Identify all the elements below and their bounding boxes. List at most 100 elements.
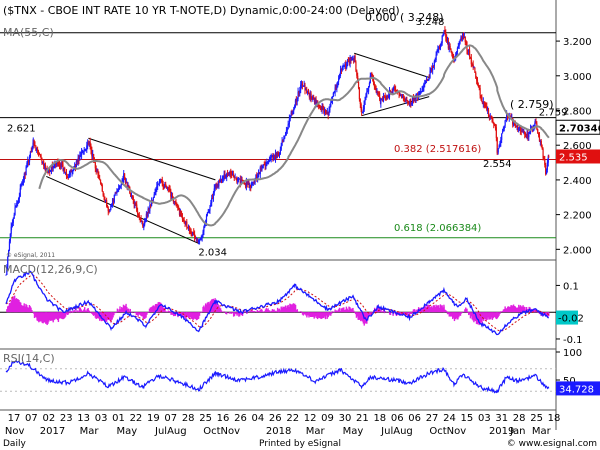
price-candle-body — [79, 155, 81, 161]
price-candle-body — [189, 230, 191, 232]
price-candle-body — [118, 185, 121, 189]
price-candle-body — [451, 51, 453, 54]
price-candle-body — [198, 239, 201, 242]
price-candle-body — [336, 86, 338, 89]
trendline-0 — [88, 137, 216, 181]
x-month-label: Nov — [5, 426, 25, 437]
price-candle-body — [77, 157, 79, 162]
price-candle-body — [460, 37, 462, 41]
price-candle-body — [100, 183, 103, 186]
price-candle-body — [56, 162, 58, 165]
price-candle-body — [33, 140, 35, 146]
price-candle-body — [405, 99, 407, 101]
price-candle-body — [414, 97, 416, 100]
price-candle-body — [177, 204, 179, 208]
price-candle-body — [278, 154, 280, 156]
price-candle-body — [99, 179, 102, 184]
price-candle-body — [344, 63, 346, 66]
price-candle-body — [16, 202, 18, 206]
x-day-label: 21 — [356, 413, 369, 424]
x-month-label: Jan — [509, 426, 525, 437]
price-candle-body — [149, 205, 151, 212]
x-month-label: Mar — [80, 426, 100, 437]
price-candle-body — [408, 101, 410, 104]
price-candle-body — [351, 59, 353, 61]
price-ytick-label: 2.000 — [563, 245, 592, 256]
x-day-label: 03 — [478, 413, 491, 424]
value-badges: 2.703461 2.535 -0.02 34.728 — [555, 119, 600, 396]
price-candle-body — [272, 156, 274, 161]
x-day-label: 22 — [130, 413, 143, 424]
price-candle-body — [29, 151, 32, 157]
price-candle-body — [109, 209, 111, 212]
price-candle-body — [161, 179, 163, 184]
price-candle-body — [213, 188, 215, 193]
x-day-label: 12 — [304, 413, 317, 424]
price-candle-body — [343, 65, 345, 67]
price-candle-body — [357, 75, 359, 82]
price-candle-body — [457, 46, 459, 49]
price-candle-body — [162, 183, 164, 187]
price-candle-body — [377, 91, 379, 93]
price-candle-body — [476, 78, 478, 81]
price-candle-body — [443, 30, 445, 34]
price-candle-body — [507, 117, 509, 119]
price-candle-body — [370, 73, 372, 76]
price-candle-body — [90, 145, 92, 151]
price-candle-body — [59, 165, 61, 168]
price-candle-body — [87, 142, 90, 144]
price-candle-body — [214, 184, 217, 189]
price-candle-body — [197, 241, 199, 243]
price-candle-body — [31, 147, 33, 152]
x-month-label: 2017 — [40, 426, 65, 437]
price-candle-body — [147, 208, 149, 217]
price-candle-body — [307, 90, 309, 94]
price-candle-body — [484, 104, 486, 107]
price-ytick-label: 2.800 — [563, 107, 592, 118]
price-candle-body — [340, 68, 343, 70]
x-day-label: 15 — [461, 413, 474, 424]
price-candle-body — [294, 100, 297, 107]
esignal-watermark: © eSignal, 2011 — [6, 252, 55, 259]
price-candle-body — [500, 139, 502, 144]
price-candle-body — [406, 99, 408, 101]
price-candle-body — [286, 129, 288, 131]
price-candle-body — [318, 106, 321, 107]
price-candle-body — [378, 92, 380, 94]
price-candle-body — [180, 214, 183, 218]
price-candle-body — [371, 73, 373, 76]
price-candle-body — [67, 177, 70, 179]
price-candle-body — [231, 174, 233, 176]
ma-55-line — [38, 44, 550, 227]
price-candle-body — [91, 150, 93, 157]
price-candle-body — [496, 152, 498, 154]
price-candle-body — [407, 100, 409, 102]
footer-center: Printed by eSignal — [259, 439, 341, 449]
price-candle-body — [206, 212, 208, 216]
macd-indicator-label: MACD(12,26,9,C) — [3, 263, 98, 276]
price-candle-body — [314, 98, 316, 104]
price-candle-body — [401, 96, 404, 99]
price-candle-body — [382, 96, 385, 102]
price-candle-body — [458, 43, 460, 47]
price-candle-body — [525, 137, 528, 139]
price-candle-body — [118, 188, 120, 190]
price-candle-body — [204, 222, 206, 227]
price-candle-body — [509, 115, 511, 117]
price-candle-body — [53, 165, 55, 168]
price-candle-body — [190, 231, 192, 235]
price-candle-body — [385, 97, 387, 99]
price-candle-body — [76, 161, 78, 163]
price-candle-body — [174, 201, 176, 203]
x-month-label: OctNov — [203, 426, 240, 437]
price-candle-body — [432, 65, 435, 67]
price-candle-body — [85, 149, 87, 150]
price-candle-body — [472, 64, 474, 68]
price-candle-body — [464, 36, 466, 42]
price-candle-body — [262, 164, 264, 166]
price-candle-body — [283, 138, 285, 142]
macd-badge-box — [556, 310, 578, 325]
price-candle-body — [156, 186, 158, 189]
price-candle-body — [154, 192, 156, 195]
price-candle-body — [289, 115, 291, 119]
